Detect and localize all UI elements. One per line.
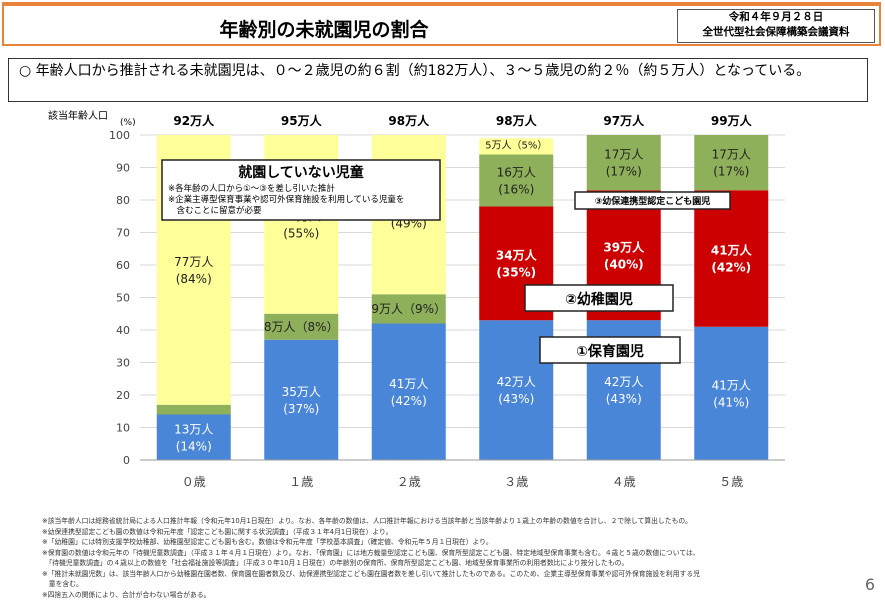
source-box: 令和４年９月２８日 全世代型社会保障構築会議資料 — [677, 9, 875, 43]
x-tick-label: １歳 — [289, 475, 313, 489]
series-label: ①保育園児 — [576, 343, 644, 360]
annotation-note: ※企業主導型保育事業や認可外保育施設を利用している児童を — [168, 194, 404, 205]
annotation-note: ※各年齢の人口から①～③を差し引いた推計 — [168, 183, 335, 194]
bar-segment — [264, 339, 339, 460]
data-label: (42%) — [711, 261, 751, 275]
footnote: ※幼保連携型認定こども園の数値は令和元年度「認定こども園に関する状況調査」（平成… — [42, 527, 393, 536]
y-tick-label: 40 — [116, 324, 130, 337]
data-label: 8万人（8%） — [264, 320, 339, 334]
data-label: (84%) — [176, 272, 212, 286]
bar-segment — [694, 190, 769, 327]
x-tick-label: ３歳 — [504, 475, 528, 489]
bar-segment — [371, 323, 446, 460]
data-label: (43%) — [498, 392, 534, 406]
annotation-title: 就園していない児童 — [238, 164, 364, 181]
x-tick-label: ５歳 — [719, 475, 743, 489]
series-label: ②幼稚園児 — [565, 291, 633, 308]
y-tick-label: 30 — [116, 357, 130, 370]
page-number: 6 — [864, 575, 875, 594]
data-label: 42万人 — [497, 375, 536, 389]
data-label: 17万人 — [712, 148, 751, 162]
data-label: 9万人（9%） — [371, 302, 446, 316]
y-tick-label: 60 — [116, 259, 130, 272]
footnote: ※保育園の数値は令和元年の「待機児童数調査」（平成３１年４月１日現在）より。なお… — [42, 548, 700, 557]
total-label: 98万人 — [496, 113, 538, 128]
bar-segment — [264, 313, 339, 340]
data-label: (17%) — [713, 165, 749, 179]
data-label: (42%) — [391, 394, 427, 408]
bar-segment — [694, 326, 769, 460]
data-label: 41万人 — [389, 377, 428, 391]
y-tick-label: 50 — [116, 292, 130, 305]
data-label: 41万人 — [711, 243, 753, 258]
data-label: 77万人 — [174, 255, 213, 269]
data-label: 35万人 — [282, 385, 321, 399]
data-label: (43%) — [606, 392, 642, 406]
data-label: 13万人 — [174, 422, 213, 436]
total-label: 95万人 — [281, 113, 323, 128]
footnote: ※該当年齢人口は総務省統計局による人口推計年報（令和元年10月1日現在）より。な… — [42, 517, 692, 525]
data-label: (14%) — [176, 439, 212, 453]
y-tick-label: 70 — [116, 227, 130, 240]
data-label: 34万人 — [496, 247, 538, 262]
data-label: (17%) — [606, 165, 642, 179]
data-label: 42万人 — [604, 375, 643, 389]
y-tick-label: 80 — [116, 194, 130, 207]
bar-segment — [371, 294, 446, 324]
data-label: 17万人 — [604, 148, 643, 162]
data-label: (35%) — [496, 265, 536, 279]
series-label: ③幼保連携型認定こども園児 — [595, 195, 711, 207]
bar-segment — [479, 154, 554, 207]
data-label: 39万人 — [603, 239, 645, 254]
footnote: ※「推計未就園児数」は、該当年齢人口から幼稚園在園者数、保育園在園者数及び、幼保… — [42, 569, 700, 578]
data-label: (41%) — [713, 395, 749, 409]
y-axis-unit: (%) — [120, 118, 136, 128]
footnote: ※「幼稚園」には特別支援学校幼稚部、幼稚園型認定こども園も含む。数値は令和元年度… — [42, 538, 493, 546]
y-tick-label: 90 — [116, 162, 130, 175]
bar-segment — [156, 414, 231, 460]
total-label: 99万人 — [711, 113, 753, 128]
x-tick-label: ４歳 — [612, 475, 636, 489]
series-label-box — [539, 336, 681, 364]
x-tick-label: ０歳 — [182, 475, 206, 489]
total-label: 97万人 — [603, 113, 645, 128]
data-label: 41万人 — [712, 378, 751, 392]
footnote: 「待機児童数調査」の４歳以上の数値を「社会福祉施設等調査」（平成３０年10月１日… — [42, 559, 629, 567]
date: 令和４年９月２８日 — [728, 11, 824, 23]
data-label: (16%) — [498, 183, 534, 197]
y-tick-label: 100 — [109, 129, 130, 142]
y-tick-label: 10 — [116, 422, 130, 435]
data-label: (37%) — [283, 402, 319, 416]
y-axis-label: 該当年齢人口 — [48, 109, 108, 122]
footnote: ※四捨五入の関係により、合計が合わない場合がある。 — [42, 590, 211, 599]
series-label-box — [574, 191, 731, 210]
annotation-box — [161, 159, 441, 221]
x-tick-label: ２歳 — [397, 475, 421, 489]
annotation-note: 含むことに留意が必要 — [168, 205, 262, 216]
data-label: 5万人（5%） — [485, 139, 547, 151]
bar-segment — [479, 138, 554, 155]
footnotes: ※該当年齢人口は総務省統計局による人口推計年報（令和元年10月1日現在）より。な… — [42, 516, 842, 600]
bar-segment — [586, 135, 661, 191]
stacked-bar-chart: 該当年齢人口 (%) 0 10 20 30 40 50 60 70 80 90 100 ０歳 92万人 13万… — [48, 109, 785, 489]
data-label: (40%) — [604, 257, 644, 271]
total-label: 92万人 — [173, 113, 215, 128]
summary-box: ○ 年齢人口から推計される未就園児は、０～２歳児の約６割（約182万人）、３～５… — [8, 58, 868, 102]
bar-segment — [694, 135, 769, 191]
source: 全世代型社会保障構築会議資料 — [702, 26, 850, 38]
series-label-box — [524, 284, 674, 312]
data-label: 16万人 — [497, 166, 536, 180]
total-label: 98万人 — [388, 113, 430, 128]
bar-segment — [156, 404, 231, 415]
page-title: 年齢別の未就園児の割合 — [219, 19, 429, 41]
title-bar: 年齢別の未就園児の割合 令和４年９月２８日 全世代型社会保障構築会議資料 — [2, 2, 881, 46]
y-tick-label: 20 — [116, 389, 130, 402]
y-tick-label: 0 — [123, 454, 130, 467]
data-label: (55%) — [283, 226, 319, 240]
footnote: 童を含む。 — [42, 580, 83, 588]
